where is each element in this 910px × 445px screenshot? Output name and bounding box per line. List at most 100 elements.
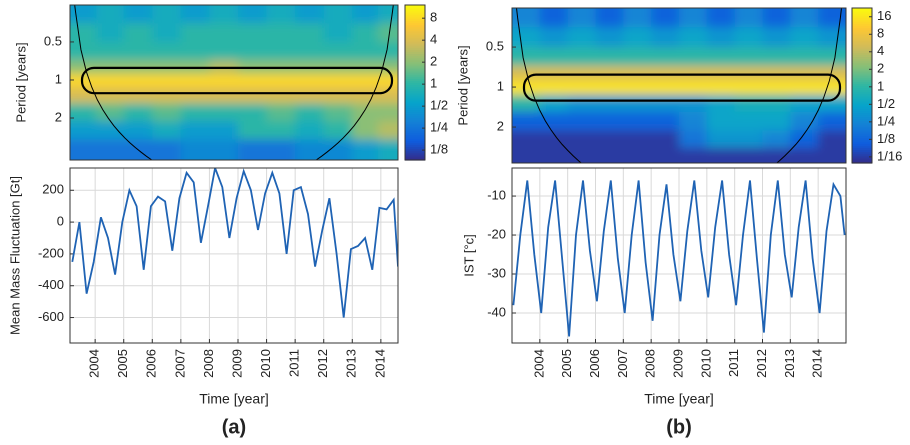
colorbar-tick-label: 1/2 xyxy=(430,98,448,113)
heatmap-cell xyxy=(539,80,569,96)
colorbar-strip xyxy=(405,8,425,12)
heatmap-cell xyxy=(123,42,153,61)
colorbar-strip xyxy=(852,21,872,25)
heatmap-cell xyxy=(567,147,596,163)
colorbar-strip xyxy=(405,129,425,132)
colorbar-strip xyxy=(852,126,872,129)
heatmap-cell xyxy=(238,121,268,140)
colorbar-tick-label: 16 xyxy=(877,8,891,23)
heatmap-cell xyxy=(96,121,125,140)
heatmap-cell xyxy=(512,130,541,149)
colorbar-strip xyxy=(852,66,872,69)
x-tick-label: 2009 xyxy=(229,349,244,378)
heatmap-cell xyxy=(96,23,125,43)
heatmap-cell xyxy=(96,139,125,160)
colorbar-strip xyxy=(852,44,872,48)
heatmap-cell xyxy=(323,23,353,43)
colorbar-strip xyxy=(852,135,872,139)
colorbar-strip xyxy=(852,104,872,108)
y-tick-label: 1 xyxy=(497,78,504,93)
y-tick-label: 2 xyxy=(497,118,504,133)
heatmap-cell xyxy=(295,103,325,122)
colorbar-strip xyxy=(405,107,425,111)
heatmap-cell xyxy=(623,111,652,131)
colorbar-strip xyxy=(405,134,425,138)
colorbar-strip xyxy=(405,5,425,8)
x-tick-label: 2011 xyxy=(287,349,302,377)
colorbar-strip xyxy=(405,68,425,72)
heatmap-cell xyxy=(180,87,210,104)
colorbar-strip xyxy=(852,75,872,79)
heatmap-cell xyxy=(70,87,98,104)
heatmap-cell xyxy=(623,8,652,28)
heatmap-cell xyxy=(651,111,680,131)
heatmap-cell xyxy=(679,94,708,113)
colorbar-strip xyxy=(405,20,425,24)
heatmap-cell xyxy=(238,87,268,104)
x-tick-label: 2006 xyxy=(587,349,602,378)
colorbar-tick-label: 4 xyxy=(877,43,884,58)
heatmap-cell xyxy=(734,65,763,82)
heatmap-cell xyxy=(323,5,353,24)
heatmap-cell xyxy=(123,103,153,122)
significance-contour xyxy=(522,73,842,102)
colorbar-strip xyxy=(852,46,872,50)
heatmap-cell xyxy=(266,23,296,43)
colorbar-strip xyxy=(852,93,872,96)
heatmap-cell xyxy=(323,121,353,140)
colorbar-strip xyxy=(852,159,872,162)
colorbar-tick-label: 1/8 xyxy=(430,142,448,157)
colorbar-strip xyxy=(405,32,425,35)
x-tick-label: 2013 xyxy=(782,349,797,378)
heatmap-cell xyxy=(180,121,210,140)
colorbar-strip xyxy=(405,16,425,20)
colorbar-strip xyxy=(405,43,425,47)
heatmap-cell xyxy=(70,121,98,140)
heatmap-cell xyxy=(209,5,239,24)
heatmap-cell xyxy=(123,87,153,104)
heatmap-cell xyxy=(352,121,379,140)
heatmap-cell xyxy=(818,94,846,113)
colorbar-strip xyxy=(405,123,425,126)
heatmap-cell xyxy=(323,103,353,122)
colorbar-strip xyxy=(405,113,425,117)
x-tick-label: 2005 xyxy=(559,349,574,378)
heatmap-cell xyxy=(152,103,182,122)
heatmap-cell xyxy=(295,87,325,104)
heatmap-cell xyxy=(123,73,153,88)
heatmap-cell xyxy=(539,27,569,48)
heatmap-cell xyxy=(266,121,296,140)
colorbar-strip xyxy=(405,152,425,155)
heatmap-layer xyxy=(512,8,846,163)
heatmap-cell xyxy=(152,42,182,61)
heatmap-cell xyxy=(152,121,182,140)
heatmap-cell xyxy=(595,27,624,48)
y-tick-label: 0.5 xyxy=(486,39,504,54)
heatmap-cell xyxy=(180,139,210,160)
heatmap-cell xyxy=(567,130,596,149)
heatmap-cell xyxy=(266,87,296,104)
colorbar-strip xyxy=(852,33,872,36)
colorbar-strip xyxy=(852,85,872,89)
heatmap-cell xyxy=(623,130,652,149)
colorbar-strip xyxy=(852,68,872,71)
x-tick-label: 2010 xyxy=(698,349,713,378)
heatmap-cell xyxy=(623,27,652,48)
colorbar-strip xyxy=(405,90,425,93)
heatmap-cell xyxy=(96,103,125,122)
heatmap-cell xyxy=(595,65,624,82)
colorbar-strip xyxy=(405,117,425,120)
colorbar-strip xyxy=(852,145,872,149)
colorbar-strip xyxy=(852,58,872,61)
heatmap-cell xyxy=(706,8,736,28)
heatmap-cell xyxy=(762,80,791,96)
colorbar-tick-label: 2 xyxy=(430,54,437,69)
heatmap-cell xyxy=(734,94,763,113)
heatmap-cell xyxy=(266,42,296,61)
heatmap-cell xyxy=(762,27,791,48)
colorbar-strip xyxy=(852,141,872,145)
colorbar-strip xyxy=(852,48,872,52)
heatmap-cell xyxy=(539,94,569,113)
heatmap-cell xyxy=(734,8,763,28)
heatmap-cell xyxy=(512,111,541,131)
